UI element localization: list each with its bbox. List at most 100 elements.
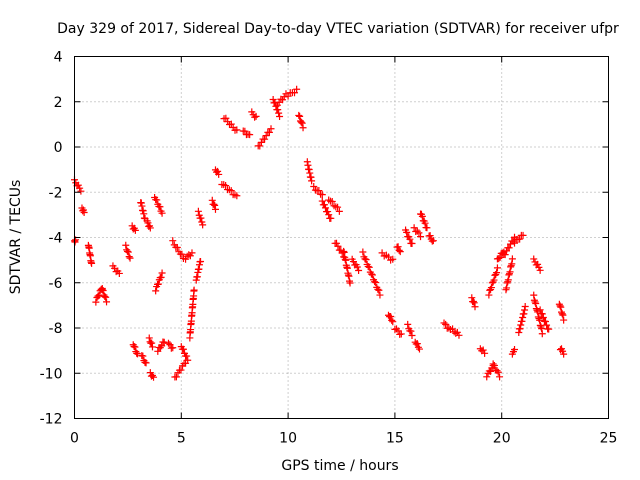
data-point — [227, 187, 235, 195]
data-point — [541, 317, 549, 325]
data-point — [440, 319, 448, 327]
data-point — [406, 235, 414, 243]
data-point — [273, 101, 281, 109]
data-point — [538, 330, 546, 338]
data-point — [388, 316, 396, 324]
data-point — [501, 251, 509, 259]
data-point — [536, 321, 544, 329]
data-point — [173, 243, 181, 251]
data-point — [534, 260, 542, 268]
data-point — [215, 170, 223, 178]
data-point — [530, 296, 538, 304]
data-point — [257, 138, 265, 146]
data-point — [511, 239, 519, 247]
y-tick-label: -2 — [49, 185, 63, 201]
data-point — [194, 207, 202, 215]
data-point — [246, 131, 254, 139]
data-point — [403, 228, 411, 236]
data-point — [560, 316, 568, 324]
data-point — [483, 373, 491, 381]
data-point — [397, 330, 405, 338]
data-point — [251, 113, 259, 121]
data-point — [335, 207, 343, 215]
data-point — [532, 305, 540, 313]
data-point — [190, 286, 198, 294]
data-point — [511, 346, 519, 354]
data-point — [407, 327, 415, 335]
data-point — [519, 314, 527, 322]
data-point — [279, 96, 287, 104]
data-point — [521, 306, 529, 314]
data-point — [137, 199, 145, 207]
data-point — [490, 361, 498, 369]
data-point — [376, 291, 384, 299]
data-point — [186, 252, 194, 260]
data-point — [496, 373, 504, 381]
data-point — [241, 127, 249, 135]
data-point — [538, 325, 546, 333]
data-point — [252, 112, 260, 120]
data-point — [479, 346, 487, 354]
data-point — [178, 250, 186, 258]
data-point — [306, 169, 314, 177]
data-point — [559, 311, 567, 319]
data-point — [303, 158, 311, 166]
data-point — [211, 201, 219, 209]
data-point — [222, 182, 230, 190]
data-point — [543, 321, 551, 329]
x-tick-label: 25 — [600, 431, 618, 447]
data-point — [172, 373, 180, 381]
data-point — [308, 177, 316, 185]
data-point — [160, 338, 168, 346]
data-point — [146, 224, 154, 232]
data-point — [199, 221, 207, 229]
data-point — [99, 287, 107, 295]
data-point — [211, 205, 219, 213]
data-point — [515, 328, 523, 336]
data-point — [233, 126, 241, 134]
data-point — [532, 299, 540, 307]
data-point — [368, 271, 376, 279]
data-point — [558, 310, 566, 318]
data-point — [487, 284, 495, 292]
data-point — [305, 165, 313, 173]
data-point — [395, 246, 403, 254]
data-point — [142, 359, 150, 367]
data-point — [408, 332, 416, 340]
data-point — [208, 196, 216, 204]
data-point — [124, 248, 132, 256]
data-point — [153, 196, 161, 204]
data-point — [558, 308, 566, 316]
data-point — [361, 255, 369, 263]
y-tick-label: -8 — [49, 321, 63, 337]
data-point — [417, 233, 425, 241]
data-point — [156, 203, 164, 211]
y-tick-label: 2 — [54, 95, 63, 111]
data-point — [333, 239, 341, 247]
data-point — [421, 219, 429, 227]
data-point — [74, 181, 82, 189]
data-point — [88, 259, 96, 267]
x-tick-label: 5 — [177, 431, 186, 447]
data-point — [276, 112, 284, 120]
data-point — [359, 248, 367, 256]
data-point — [182, 255, 190, 263]
data-point — [112, 268, 120, 276]
data-point — [364, 262, 372, 270]
data-point — [372, 279, 380, 287]
data-point — [272, 102, 280, 110]
data-point — [375, 286, 383, 294]
y-tick-label: -4 — [49, 231, 63, 247]
y-tick-label: -6 — [49, 276, 63, 292]
data-point — [148, 343, 156, 351]
data-point — [197, 257, 205, 265]
data-point — [183, 352, 191, 360]
data-point — [415, 345, 423, 353]
data-point — [131, 226, 139, 234]
data-point — [80, 209, 88, 217]
data-point — [146, 338, 154, 346]
data-point — [520, 310, 528, 318]
data-point — [295, 111, 303, 119]
data-point — [531, 298, 539, 306]
data-point — [179, 345, 187, 353]
